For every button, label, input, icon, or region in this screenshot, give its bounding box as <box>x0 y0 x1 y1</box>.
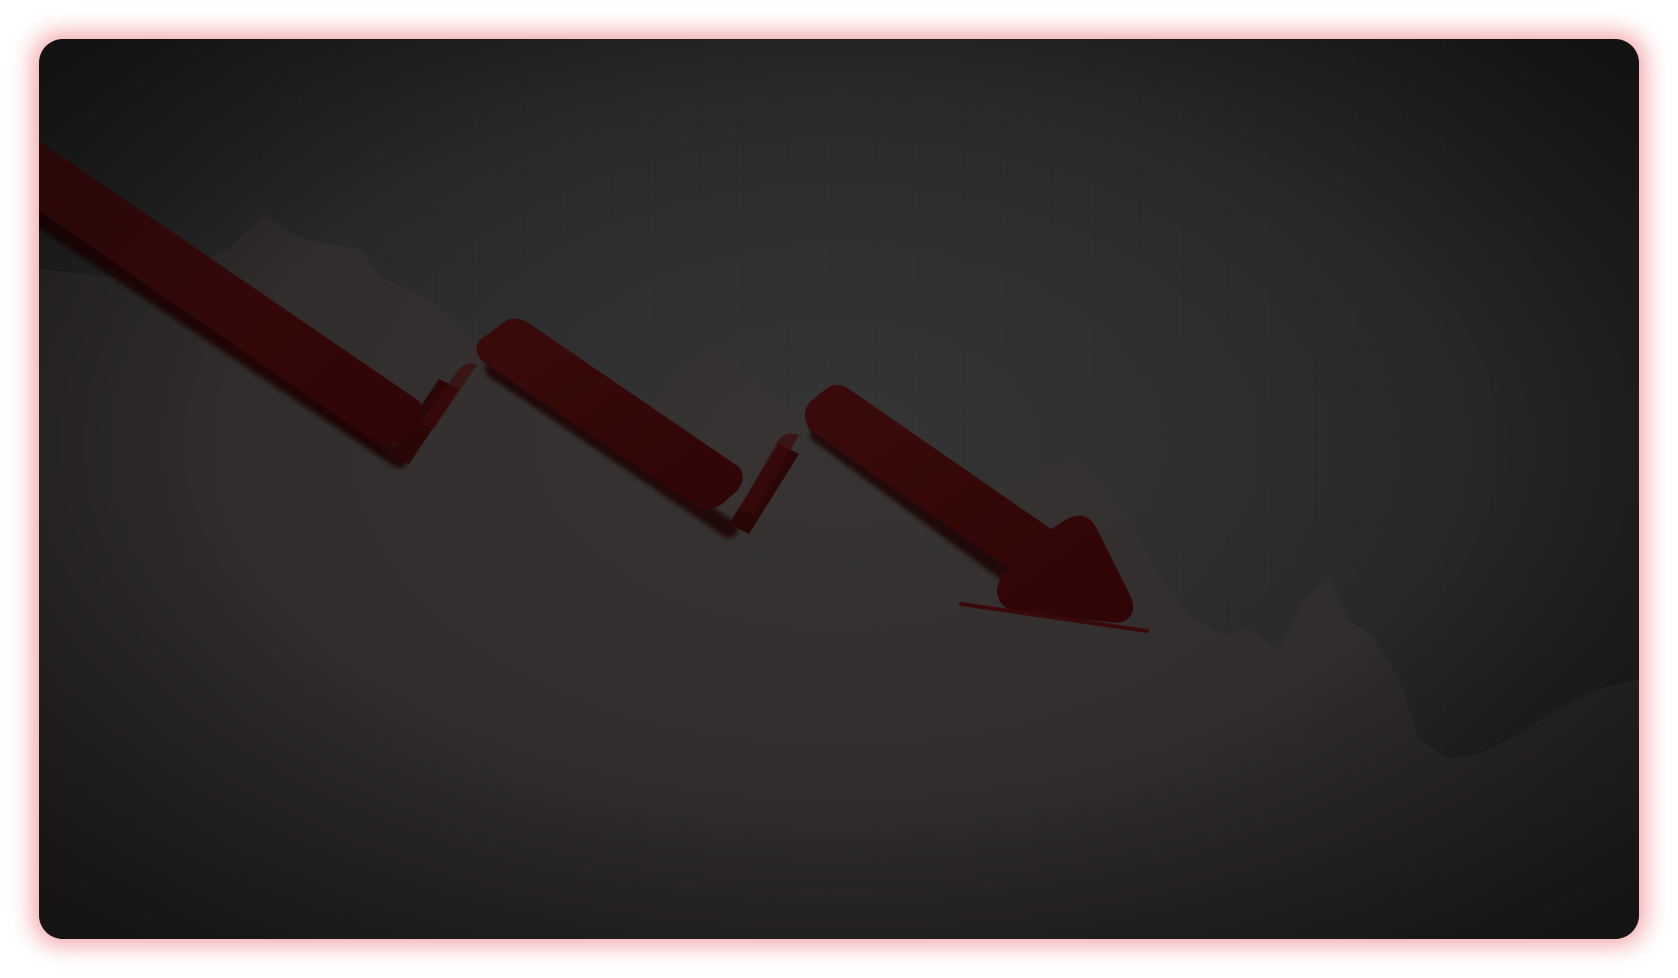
graphic-card <box>39 39 1639 939</box>
vignette <box>39 39 1639 939</box>
trend-graphic <box>39 39 1639 939</box>
